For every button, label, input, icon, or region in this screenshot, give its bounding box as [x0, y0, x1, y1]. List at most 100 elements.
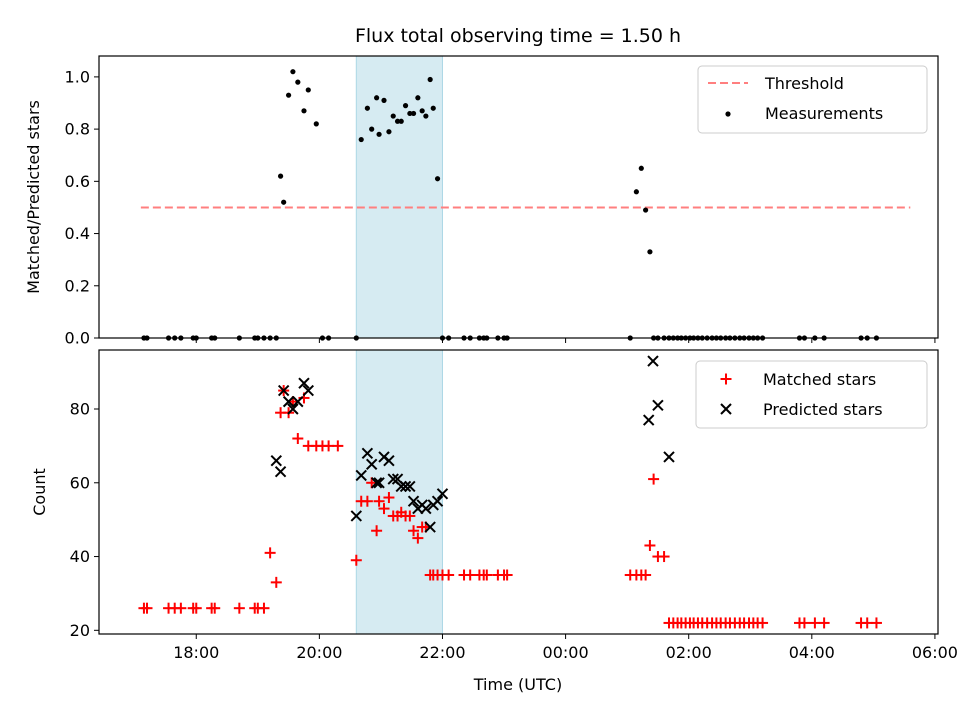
- predicted-point: [302, 384, 314, 397]
- measurement-point: [398, 118, 404, 124]
- measurement-point: [313, 121, 319, 127]
- matched-point: [373, 495, 385, 507]
- predicted-point: [424, 521, 436, 533]
- measurement-point: [430, 105, 436, 111]
- measurement-point: [381, 97, 387, 103]
- predicted-legend-marker: [720, 403, 732, 415]
- x-tick-label: 22:00: [419, 643, 465, 662]
- legend-plus: [720, 373, 732, 385]
- marker-stroke: [720, 403, 732, 415]
- measurement-point: [376, 131, 382, 137]
- predicted-point: [399, 480, 412, 493]
- matched-point: [258, 602, 270, 614]
- count-y-axis-label: Count: [30, 468, 49, 516]
- marker-stroke: [373, 477, 385, 489]
- chart-title: Flux total observing time = 1.50 h: [355, 25, 681, 47]
- measurement-point: [407, 110, 413, 117]
- measurement-point: [427, 76, 433, 83]
- matched-point: [648, 473, 660, 485]
- matched-point: [371, 525, 383, 537]
- measurement-point: [305, 87, 311, 93]
- measurement-point: [638, 165, 644, 171]
- ratio-plot-frame: [98, 55, 939, 339]
- predicted-point: [274, 466, 287, 478]
- matched-point: [809, 617, 821, 629]
- predicted-point: [270, 454, 282, 467]
- measurement-point: [364, 105, 370, 111]
- measurement-point: [643, 207, 649, 213]
- marker-stroke: [292, 395, 304, 408]
- marker-stroke: [404, 480, 416, 493]
- matched-point: [361, 495, 373, 507]
- marker-stroke: [436, 488, 449, 500]
- x-tick-label: 04:00: [789, 643, 835, 662]
- measurement-point: [423, 113, 429, 119]
- count-x-axis: 18:00 20:00 22:00 00:00 02:00 04:00 06:00: [173, 634, 958, 662]
- marker-stroke: [642, 414, 655, 426]
- marker-stroke: [663, 451, 675, 463]
- predicted-point: [373, 477, 385, 489]
- predicted-point: [652, 399, 664, 412]
- measurement-point: [402, 103, 409, 109]
- matched-point: [264, 547, 276, 559]
- y-tick-label: 0.2: [65, 276, 90, 295]
- marker-stroke: [277, 384, 290, 397]
- matched-point: [190, 602, 202, 614]
- predicted-point: [355, 469, 367, 482]
- matched-point: [408, 525, 420, 537]
- marker-stroke: [350, 510, 363, 522]
- measurement-point: [301, 108, 307, 114]
- predicted-point: [277, 384, 290, 397]
- marker-stroke: [274, 466, 287, 478]
- matched-point: [233, 602, 245, 614]
- measurement-point: [374, 95, 380, 101]
- marker-stroke: [355, 469, 367, 482]
- marker-stroke: [420, 502, 432, 515]
- matched-point: [658, 551, 670, 563]
- x-tick-label: 00:00: [543, 643, 589, 662]
- matched-point: [292, 433, 304, 445]
- measurement-point: [633, 189, 639, 195]
- marker-stroke: [287, 403, 299, 415]
- legend-matched-label: Matched stars: [763, 370, 876, 389]
- predicted-point: [361, 447, 374, 459]
- marker-stroke: [647, 355, 659, 367]
- marker-stroke: [399, 480, 412, 493]
- marker-stroke: [298, 377, 310, 389]
- matched-point: [818, 617, 830, 629]
- matched-point: [141, 602, 153, 614]
- count-y-axis: 20 40 60 80: [70, 400, 99, 640]
- measurement-point: [290, 69, 296, 75]
- ratio-x-axis: [195, 338, 936, 343]
- measurement-point: [281, 199, 287, 205]
- x-tick-label: 02:00: [666, 643, 712, 662]
- count-legend: Matched stars Predicted stars: [695, 360, 928, 429]
- count-x-axis-label: Time (UTC): [473, 675, 562, 694]
- y-tick-label: 0.6: [65, 172, 90, 191]
- ratio-y-axis: 0.0 0.2 0.4 0.6 0.8 1.0: [65, 67, 99, 348]
- highlight-span: [355, 349, 443, 635]
- marker-stroke: [407, 495, 420, 507]
- count-legend-frame: [695, 360, 928, 429]
- measurement-point: [394, 118, 401, 124]
- matched-point: [175, 602, 187, 614]
- matched-point: [378, 503, 390, 515]
- y-tick-label: 80: [70, 400, 90, 419]
- measurement-point: [277, 173, 284, 179]
- highlight-span: [355, 55, 443, 339]
- matched-point: [870, 617, 882, 629]
- y-tick-label: 0.0: [65, 329, 90, 348]
- matched-point: [861, 617, 873, 629]
- marker-stroke: [282, 395, 295, 408]
- measurement-point: [295, 79, 301, 85]
- y-tick-label: 0.8: [65, 120, 90, 139]
- matched-point: [757, 617, 769, 629]
- marker-stroke: [391, 473, 404, 485]
- matched-point: [332, 440, 344, 452]
- measurement-point: [358, 136, 364, 143]
- predicted-point: [350, 510, 363, 522]
- y-tick-label: 1.0: [65, 67, 90, 86]
- count-panel: 20 40 60 80 18:00 20:00 22:00 00:00 02:00 04:00 0…: [30, 349, 958, 694]
- predicted-point: [365, 458, 378, 471]
